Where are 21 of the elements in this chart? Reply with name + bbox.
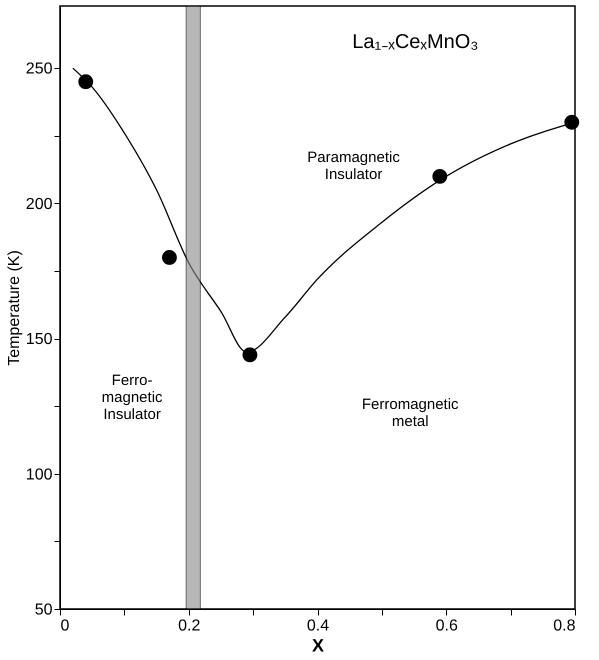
point — [162, 250, 177, 265]
y-axis-title: Temperature (K) — [6, 250, 23, 366]
point — [78, 74, 94, 90]
point — [432, 168, 448, 184]
y-tick-label: 200 — [26, 196, 53, 213]
x-tick-label: 0.2 — [178, 618, 200, 634]
y-tick-label: 50 — [34, 602, 53, 618]
y-tick-label: 250 — [26, 60, 53, 78]
y-tick-label: 150 — [26, 331, 53, 348]
x-axis-title: X — [312, 636, 324, 656]
x-tick-label: 0.6 — [436, 618, 458, 634]
annotation: La₁₋ₓCeₓMnO₃ — [352, 31, 478, 54]
x-tick-label: 0.8 — [553, 618, 576, 634]
annotation: Ferro- magnetic Insulator — [102, 372, 164, 423]
annotation: Ferromagnetic metal — [362, 396, 460, 430]
x-tick-label: 0.4 — [306, 618, 330, 634]
annotation: Paramagnetic Insulator — [307, 148, 400, 183]
y-tick-label: 100 — [26, 466, 53, 484]
x-tick-label: 0 — [60, 618, 70, 634]
point — [242, 347, 258, 362]
point — [564, 114, 580, 130]
